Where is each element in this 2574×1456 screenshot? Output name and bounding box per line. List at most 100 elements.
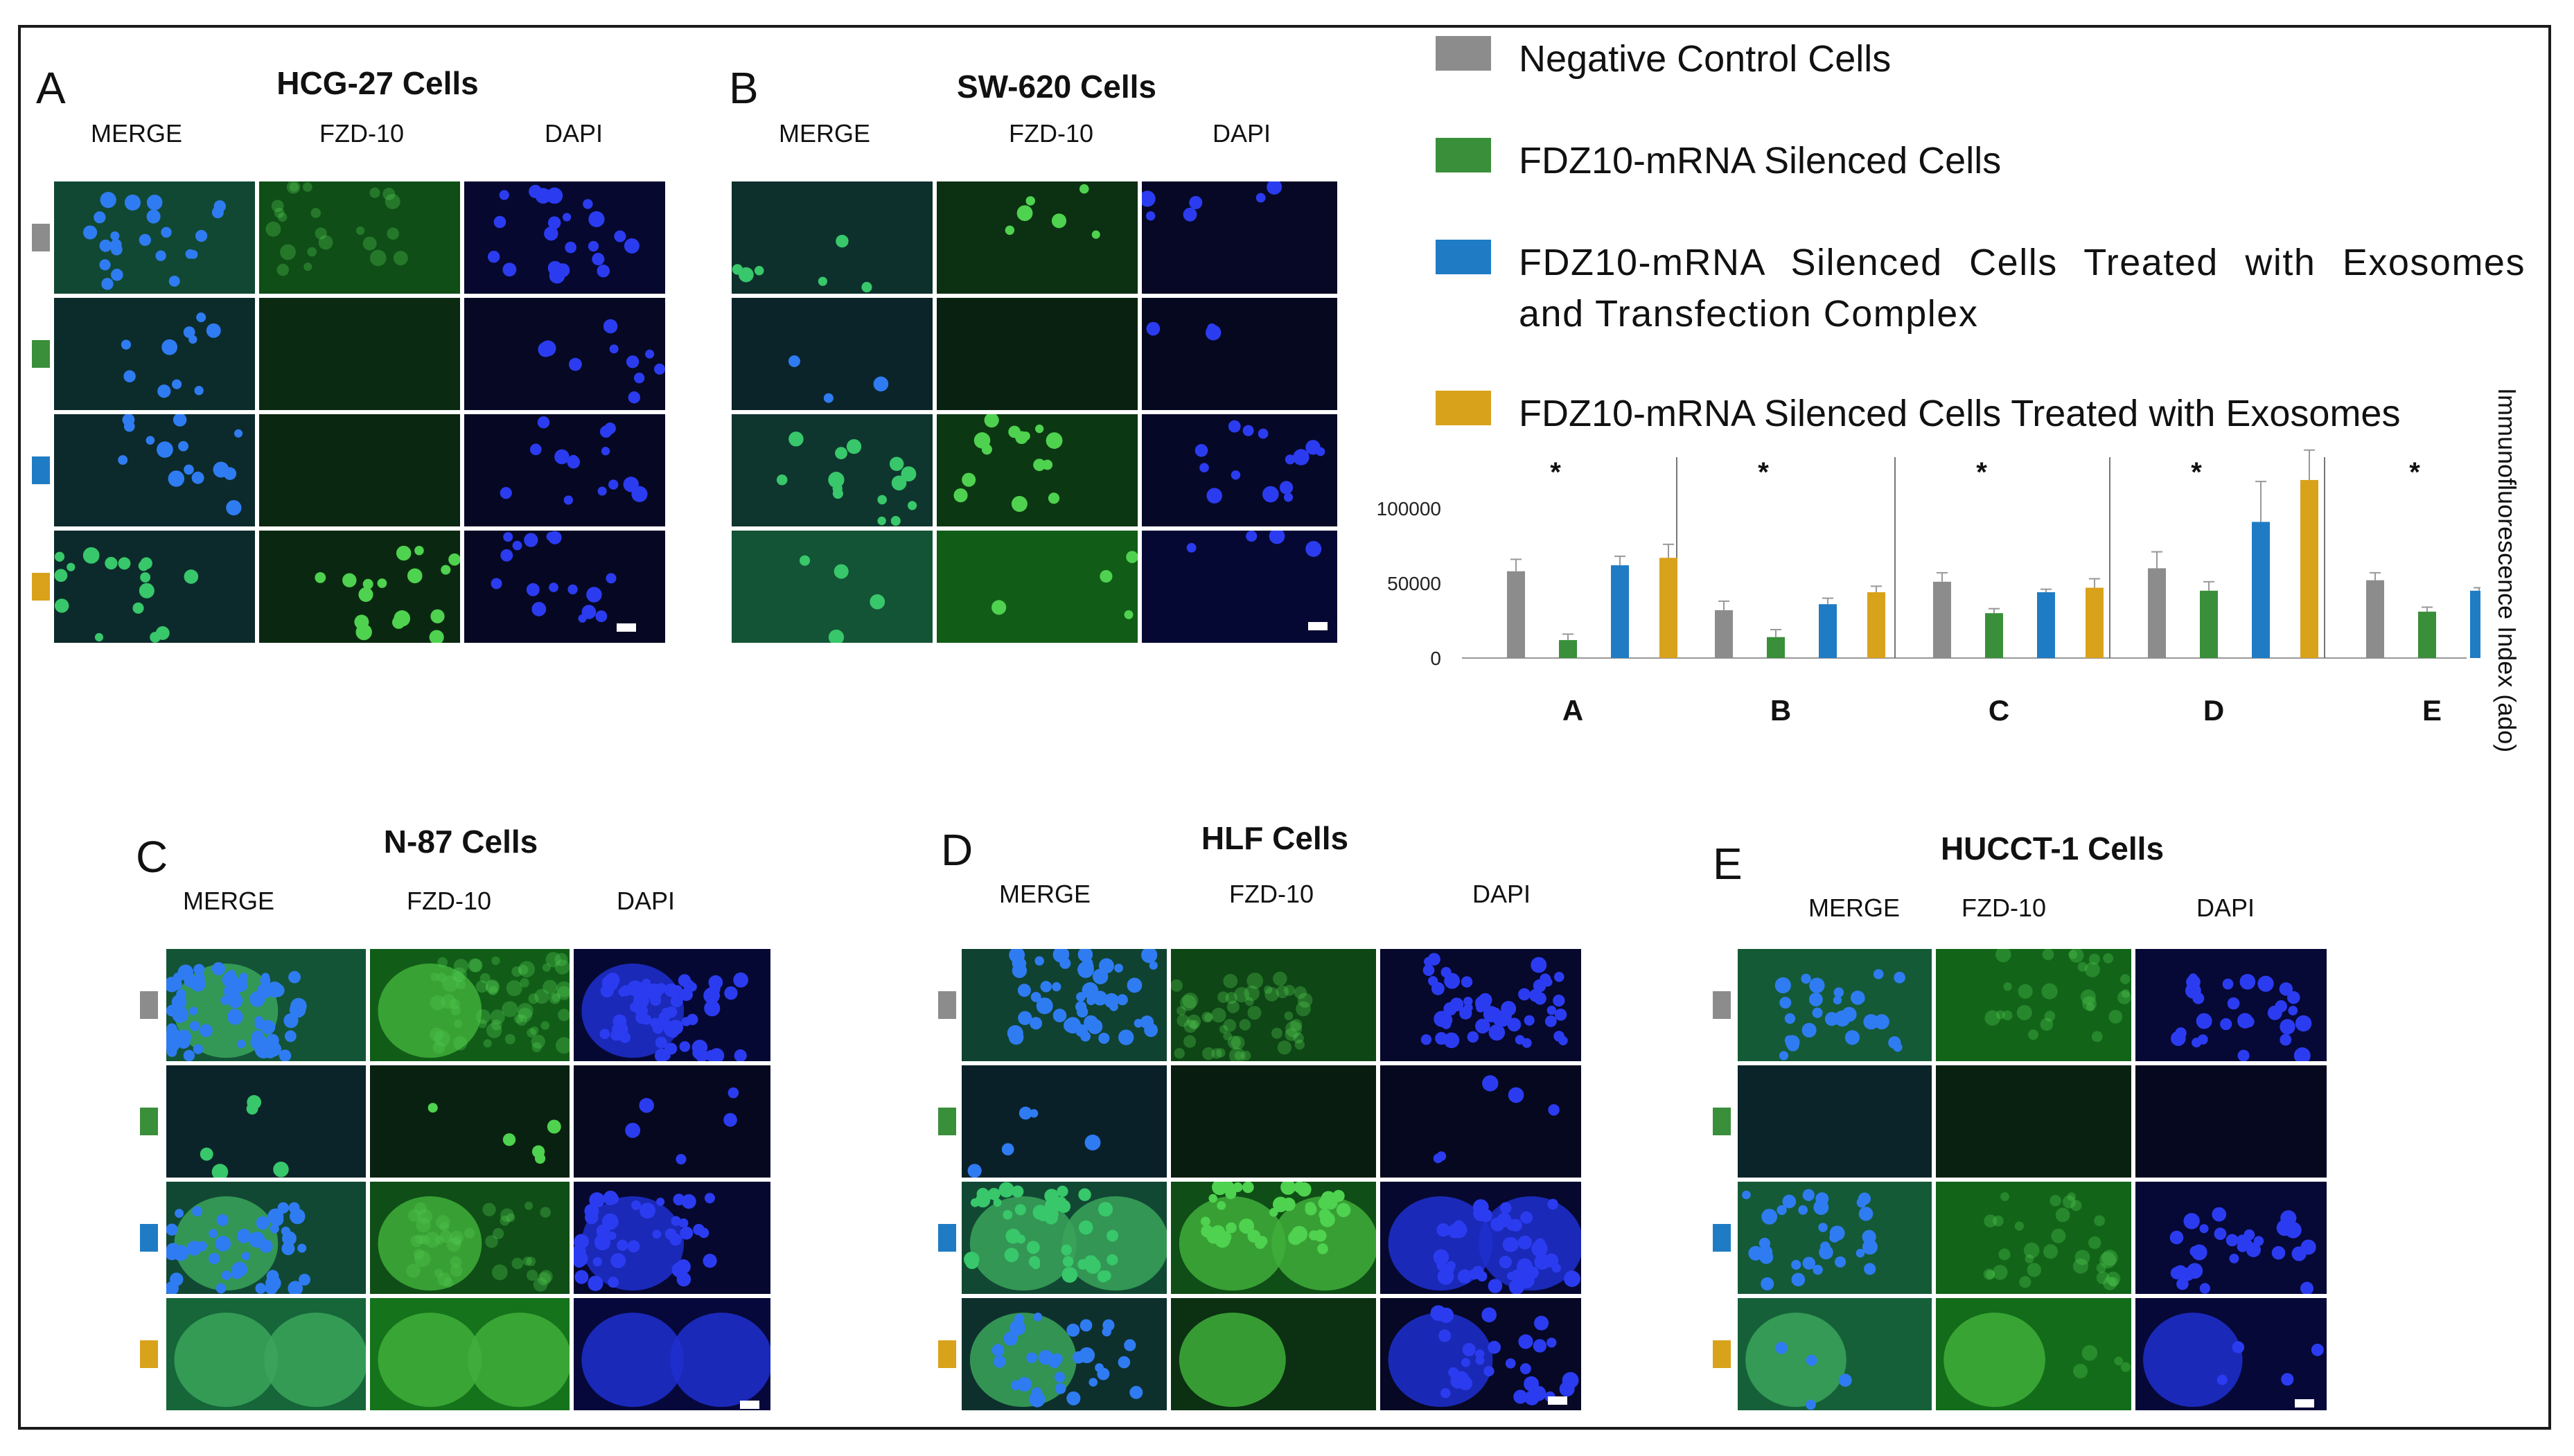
row-color-marker [32,456,50,484]
bar-chart: 100000 50000 0 * A * B * C * D * E [1358,443,2537,762]
column-label: FZD-10 [319,119,404,148]
micrograph-image [1142,181,1337,294]
x-tick-label: E [2422,694,2442,727]
column-label: MERGE [90,119,182,148]
column-label: DAPI [1212,119,1271,148]
significance-marker: * [1550,457,1561,488]
legend-label: FDZ10-mRNA Silenced Cells [1519,135,2001,186]
micrograph-image [1171,1298,1376,1410]
panel-title: HLF Cells [1201,820,1349,856]
micrograph-image [574,949,770,1061]
row-color-marker [938,1224,956,1252]
bar [2366,580,2384,658]
significance-marker: * [2191,457,2202,488]
column-label: FZD-10 [406,887,491,915]
row-color-marker [32,340,50,368]
legend-label: FDZ10-mRNA Silenced Cells Treated with E… [1519,237,2525,339]
panel-title: N-87 Cells [383,824,538,860]
x-tick-label: A [1562,694,1583,727]
micrograph-image [1380,1065,1581,1178]
micrograph-image [464,531,665,643]
bar [2037,592,2055,658]
micrograph-image [2135,1182,2327,1294]
bar [2200,590,2218,658]
bar [1819,604,1837,658]
legend-item: FDZ10-mRNA Silenced Cells [1436,135,2001,186]
scale-bar [617,623,636,632]
panel-title: SW-620 Cells [957,69,1156,105]
legend-label-line: Negative Control Cells [1519,38,1892,80]
column-label: MERGE [182,887,274,915]
x-tick-label: C [1989,694,2009,727]
legend-label-line: and Transfection Complex [1519,293,1979,335]
bar [1985,613,2003,658]
micrograph-image [937,531,1138,643]
panel-letter: E [1713,839,1743,889]
x-tick-label: B [1770,694,1791,727]
legend-swatch [1436,138,1491,172]
micrograph-image [370,949,570,1061]
bar [1767,637,1785,658]
micrograph-image [370,1298,570,1410]
y-tick-label: 50000 [1387,573,1441,594]
micrograph-image [2135,949,2327,1061]
row-color-marker [140,1108,158,1135]
y-tick-label: 0 [1430,648,1441,669]
bar [1659,558,1677,658]
micrograph-image [54,181,255,294]
micrograph-image [574,1065,770,1178]
scale-bar [1308,622,1328,630]
significance-marker: * [1758,457,1769,488]
column-label: FZD-10 [1228,880,1314,908]
column-label: DAPI [1472,880,1531,908]
legend-label: FDZ10-mRNA Silenced Cells Treated with E… [1519,388,2400,439]
micrograph-image [1380,1182,1581,1294]
micrograph-image [370,1065,570,1178]
row-color-marker [1713,1224,1731,1252]
micrograph-image [1936,1065,2131,1178]
micrograph-image [574,1182,770,1294]
column-label: MERGE [778,119,870,148]
bar [1507,571,1525,658]
row-color-marker [32,573,50,601]
bar [2086,587,2104,658]
micrograph-image [732,298,933,410]
row-color-marker [1713,1108,1731,1135]
column-label: FZD-10 [1008,119,1093,148]
micrograph-image [732,181,933,294]
bar [2252,522,2270,658]
micrograph-image [370,1182,570,1294]
micrograph-image [732,531,933,643]
micrograph-image [1171,1182,1376,1294]
scale-bar [740,1401,759,1409]
micrograph-image [54,298,255,410]
legend-label-line: FDZ10-mRNA Silenced Cells Treated with E… [1519,393,2401,434]
column-label: MERGE [1808,894,1900,922]
micrograph-image [937,298,1138,410]
bar [2418,612,2436,658]
significance-marker: * [2409,457,2420,488]
legend-label-line: FDZ10-mRNA Silenced Cells [1519,140,2002,181]
legend-label-line: FDZ10-mRNA Silenced Cells Treated with E… [1519,242,2525,283]
micrograph-image [464,414,665,526]
bar [1559,640,1577,658]
significance-marker: * [1976,457,1987,488]
figure-frame [18,25,2551,1430]
y-axis-label: Immunofluorescence Index (ado) [2493,388,2521,752]
micrograph-image [259,414,460,526]
micrograph-image [1380,1298,1581,1410]
row-color-marker [32,224,50,251]
panel-title: HCG-27 Cells [276,65,479,101]
bar [1715,610,1733,658]
micrograph-image [962,1298,1167,1410]
micrograph-image [1936,1182,2131,1294]
scale-bar [1548,1396,1567,1405]
micrograph-image [1738,1182,1932,1294]
panel-letter: C [136,832,168,882]
micrograph-image [1738,1065,1932,1178]
row-color-marker [1713,991,1731,1019]
row-color-marker [1713,1340,1731,1368]
micrograph-image [962,1182,1167,1294]
micrograph-image [54,531,255,643]
micrograph-image [732,414,933,526]
